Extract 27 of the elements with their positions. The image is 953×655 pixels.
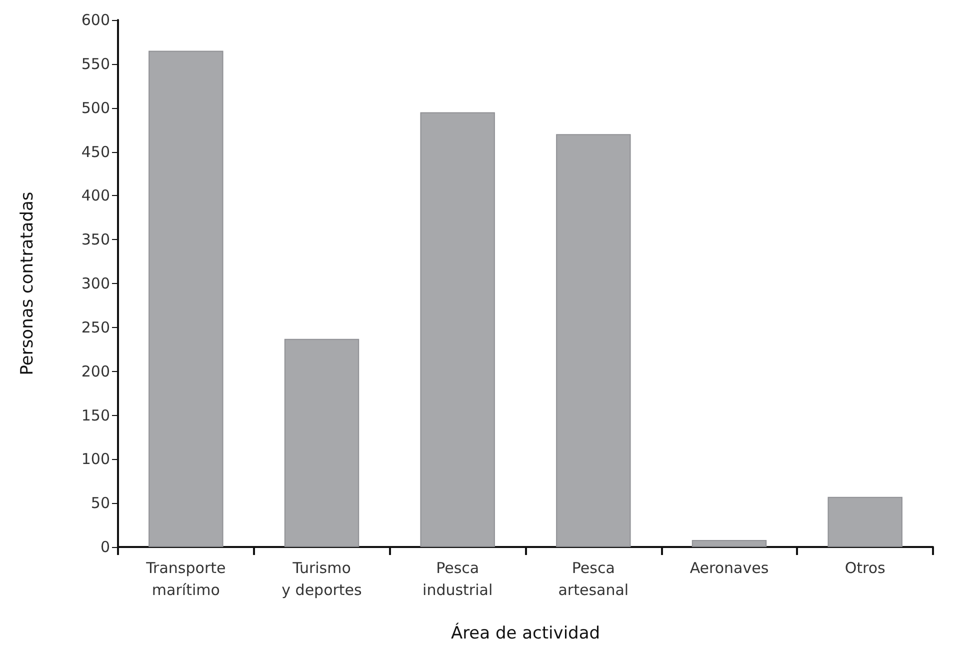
y-tick-label: 400 bbox=[81, 186, 110, 205]
x-tick-label: Pesca artesanal bbox=[558, 559, 629, 599]
y-tick-label: 50 bbox=[90, 494, 110, 512]
y-tick-label: 300 bbox=[81, 274, 110, 292]
y-tick-label: 250 bbox=[81, 318, 110, 336]
y-tick-label: 150 bbox=[81, 406, 110, 424]
bar bbox=[420, 112, 495, 547]
bar bbox=[692, 540, 767, 547]
y-tick-label: 500 bbox=[81, 98, 110, 117]
x-tick-label: Aeronaves bbox=[690, 559, 769, 577]
bar bbox=[828, 496, 902, 547]
bar bbox=[284, 338, 360, 547]
y-tick-label: 450 bbox=[81, 142, 110, 161]
bar bbox=[556, 134, 631, 547]
y-tick-label: 600 bbox=[81, 11, 110, 29]
x-tick-label: Transporte marítimo bbox=[145, 559, 226, 599]
x-tick-label: Pesca industrial bbox=[422, 559, 493, 599]
y-tick-label: 0 bbox=[100, 538, 110, 556]
x-axis-title: Área de actividad bbox=[450, 622, 600, 644]
y-axis-title: Personas contratadas bbox=[18, 192, 38, 376]
y-tick-label: 350 bbox=[81, 230, 110, 249]
bar bbox=[148, 50, 224, 547]
y-tick-label: 100 bbox=[81, 450, 110, 468]
x-tick-label: Otros bbox=[844, 559, 886, 577]
y-tick-label: 550 bbox=[81, 54, 110, 73]
y-tick-label: 200 bbox=[81, 362, 110, 380]
x-tick-label: Turismo y deportes bbox=[282, 559, 362, 599]
